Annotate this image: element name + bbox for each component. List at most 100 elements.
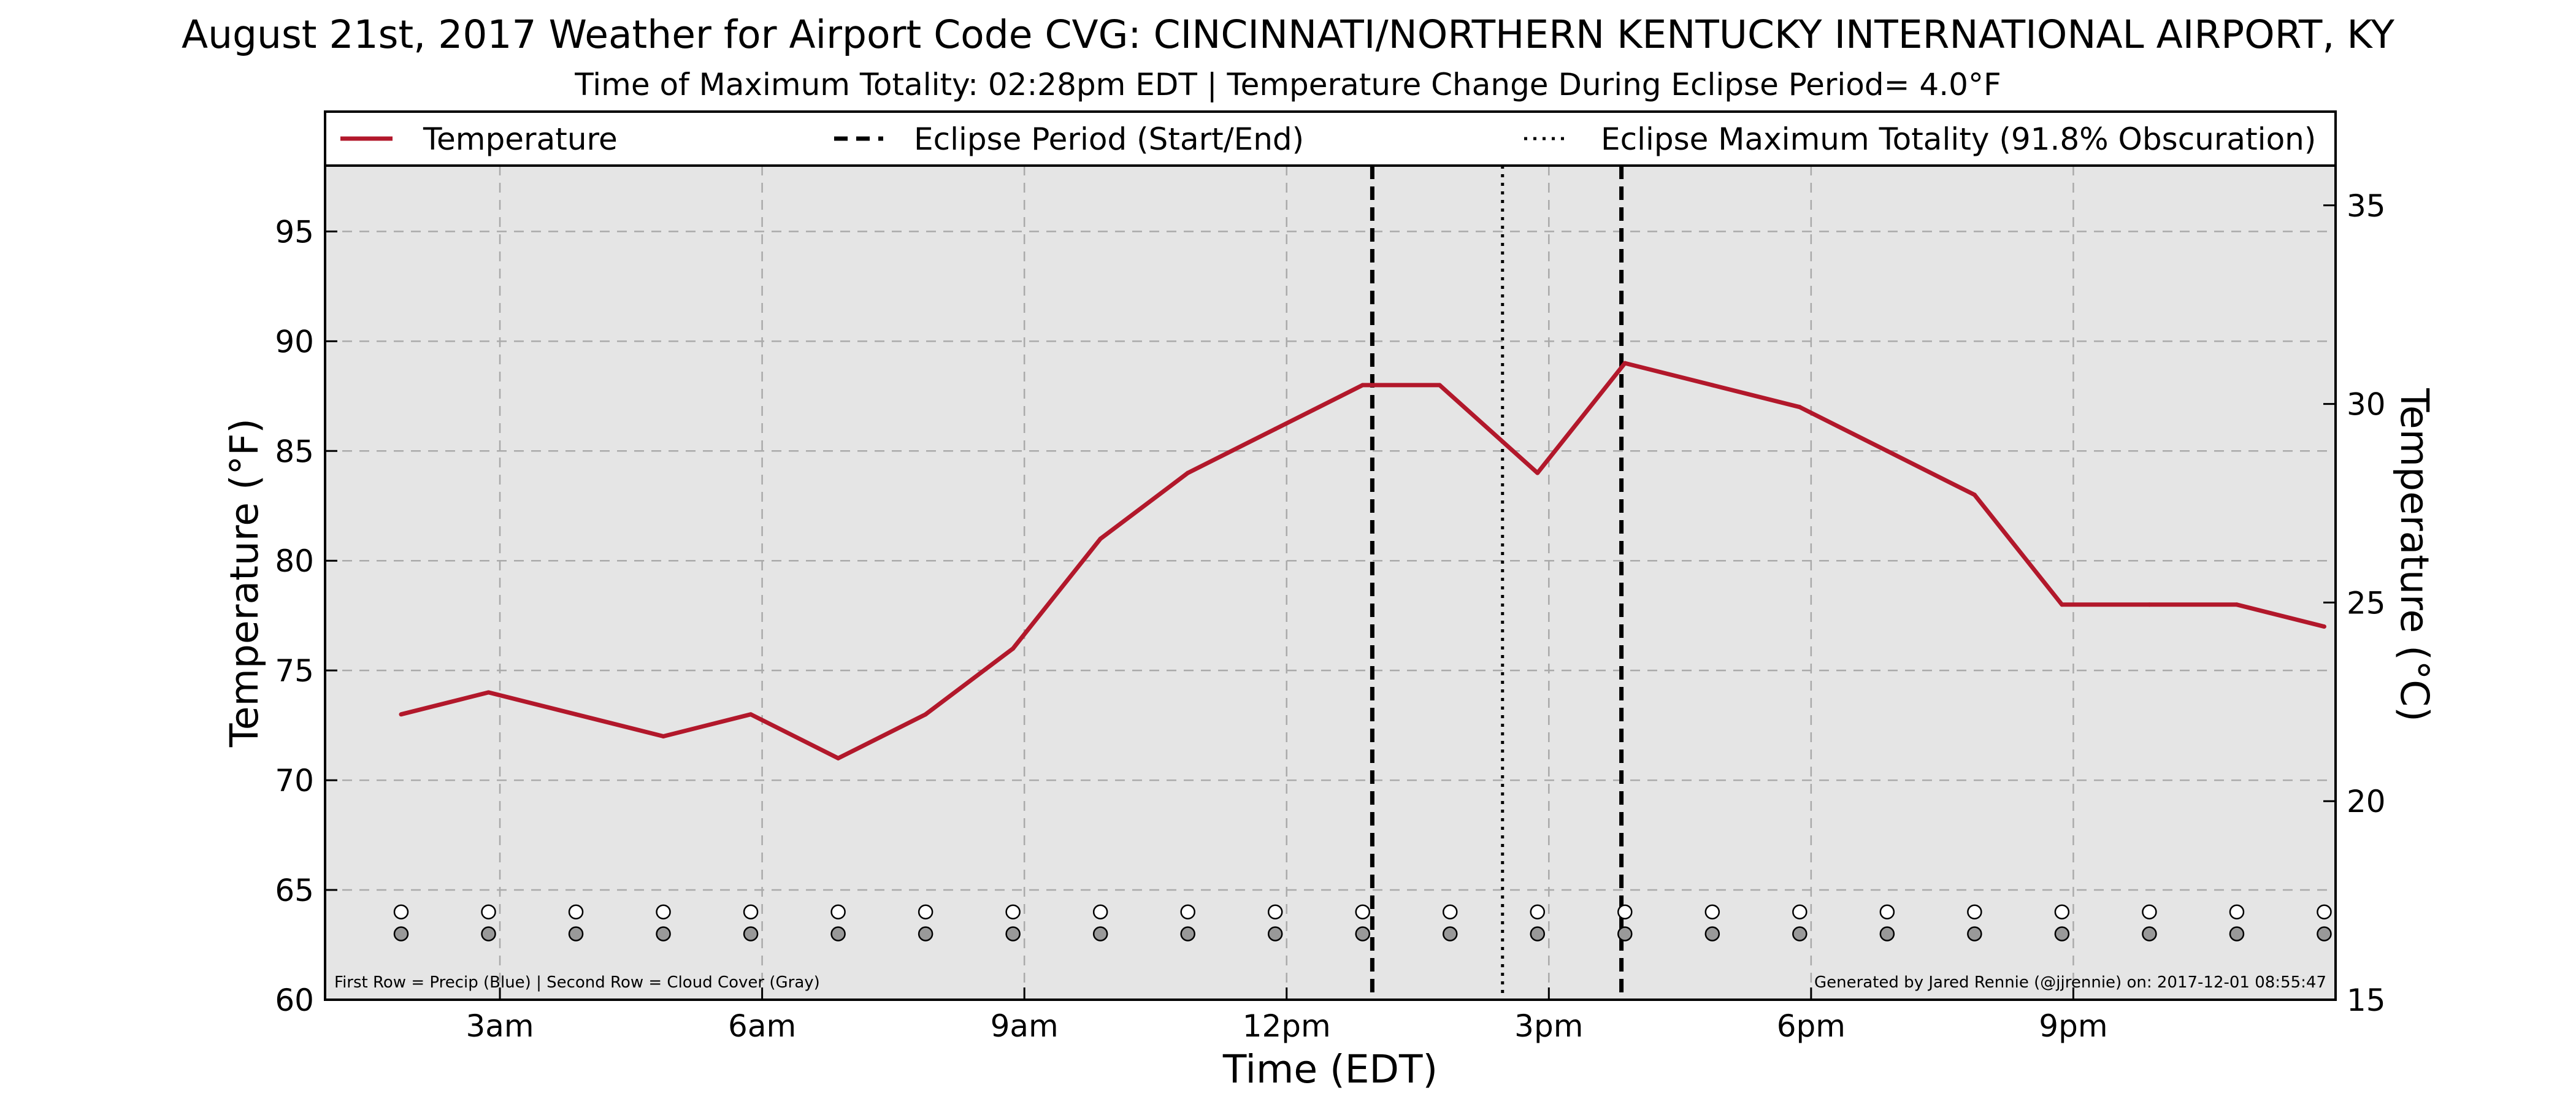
cloud-cover-marker: [830, 926, 846, 941]
precip-marker: [481, 904, 496, 920]
y-tick-label: 75: [275, 653, 314, 689]
cloud-cover-marker: [2229, 926, 2245, 941]
y2-tick-label: 35: [2347, 188, 2386, 224]
temperature-point: [1885, 448, 1890, 453]
cloud-cover-marker: [1617, 926, 1633, 941]
chart-title: August 21st, 2017 Weather for Airport Co…: [182, 12, 2394, 57]
precip-marker: [2229, 904, 2245, 920]
y2-tick-label: 30: [2347, 387, 2386, 423]
y2-tick-label: 25: [2347, 585, 2386, 621]
cloud-cover-marker: [1443, 926, 1458, 941]
legend-label: Eclipse Maximum Totality (91.8% Obscurat…: [1601, 121, 2316, 157]
x-tick-label: 6am: [728, 1008, 796, 1044]
cloud-cover-marker: [743, 926, 759, 941]
x-tick-label: 9am: [991, 1008, 1059, 1044]
x-tick-label: 9pm: [2039, 1008, 2107, 1044]
cloud-cover-marker: [1005, 926, 1021, 941]
x-tick-label: 12pm: [1243, 1008, 1331, 1044]
cloud-cover-marker: [1792, 926, 1807, 941]
temperature-point: [486, 690, 491, 695]
precip-marker: [1792, 904, 1807, 920]
chart-subtitle: Time of Maximum Totality: 02:28pm EDT | …: [574, 67, 2001, 102]
precip-marker: [656, 904, 671, 920]
x-axis-label: Time (EDT): [1222, 1047, 1438, 1092]
x-tick-label: 3am: [466, 1008, 534, 1044]
marker-layer: [393, 904, 2332, 941]
cloud-cover-marker: [1267, 926, 1283, 941]
plot-background: [325, 166, 2336, 1000]
temperature-point: [1098, 536, 1103, 541]
temperature-point: [1186, 470, 1190, 475]
cloud-cover-marker: [568, 926, 584, 941]
temperature-point: [399, 712, 404, 717]
cloud-cover-marker: [393, 926, 409, 941]
cloud-cover-marker: [918, 926, 933, 941]
precip-marker: [1879, 904, 1895, 920]
y-tick-label: 85: [275, 434, 314, 469]
axis-layer: 60 65 70 75 80 85 90 95 3am 6am 9am 12pm 3pm 6pm 9pm 15…: [275, 188, 2385, 1044]
y2-tick-label: 15: [2347, 983, 2386, 1018]
temperature-point: [836, 756, 841, 761]
cloud-cover-marker: [656, 926, 671, 941]
precip-marker: [568, 904, 584, 920]
precip-marker: [393, 904, 409, 920]
precip-marker: [1530, 904, 1546, 920]
temperature-point: [748, 712, 753, 717]
temperature-point: [573, 712, 578, 717]
y-tick-label: 60: [275, 983, 314, 1018]
cloud-cover-marker: [1092, 926, 1108, 941]
footnote-left: First Row = Precip (Blue) | Second Row =…: [334, 973, 820, 992]
cloud-cover-marker: [1180, 926, 1195, 941]
cloud-cover-marker: [1879, 926, 1895, 941]
cloud-cover-marker: [1967, 926, 1982, 941]
precip-marker: [1443, 904, 1458, 920]
grid-layer: [325, 166, 2336, 1000]
y-tick-label: 70: [275, 763, 314, 799]
precip-marker: [1005, 904, 1021, 920]
footnote-right: Generated by Jared Rennie (@jjrennie) on…: [1814, 973, 2326, 992]
temperature-point: [1535, 470, 1540, 475]
legend-label: Temperature: [423, 121, 618, 157]
temperature-point: [2060, 602, 2064, 607]
temperature-point: [1360, 383, 1365, 388]
temperature-point: [923, 712, 928, 717]
y-tick-label: 65: [275, 873, 314, 908]
precip-marker: [2054, 904, 2070, 920]
precip-marker: [2317, 904, 2332, 920]
y2-tick-label: 20: [2347, 784, 2386, 819]
eclipse-layer: [1370, 166, 1624, 1000]
cloud-cover-marker: [1355, 926, 1370, 941]
temperature-point: [1797, 405, 1802, 410]
cloud-cover-marker: [481, 926, 496, 941]
temperature-point: [1011, 646, 1016, 651]
legend: Temperature Eclipse Period (Start/End) Ecl…: [340, 121, 2316, 157]
y-tick-label: 80: [275, 543, 314, 579]
precip-marker: [1267, 904, 1283, 920]
temperature-point: [1622, 361, 1627, 366]
precip-marker: [1355, 904, 1370, 920]
precip-marker: [1704, 904, 1720, 920]
precip-marker: [743, 904, 759, 920]
temperature-point: [2234, 602, 2239, 607]
temperature-point: [1437, 383, 1442, 388]
plot-frame: [324, 110, 2337, 1001]
temperature-point: [2147, 602, 2152, 607]
y-tick-label: 90: [275, 324, 314, 359]
cloud-cover-marker: [2317, 926, 2332, 941]
precip-marker: [1092, 904, 1108, 920]
x-tick-label: 3pm: [1514, 1008, 1583, 1044]
cloud-cover-marker: [2054, 926, 2070, 941]
y-tick-label: 95: [275, 214, 314, 250]
temperature-point: [661, 734, 666, 739]
series-layer: [399, 361, 2326, 761]
temperature-point: [1972, 493, 1977, 497]
temperature-point: [2321, 624, 2326, 629]
precip-marker: [1967, 904, 1982, 920]
cloud-cover-marker: [1530, 926, 1546, 941]
legend-label: Eclipse Period (Start/End): [914, 121, 1304, 157]
precip-marker: [1617, 904, 1633, 920]
cloud-cover-marker: [2142, 926, 2157, 941]
precip-marker: [830, 904, 846, 920]
cloud-cover-marker: [1704, 926, 1720, 941]
